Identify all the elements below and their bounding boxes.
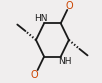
- Text: O: O: [30, 70, 38, 80]
- Text: NH: NH: [58, 57, 71, 66]
- Text: O: O: [65, 1, 73, 11]
- Text: HN: HN: [34, 14, 47, 23]
